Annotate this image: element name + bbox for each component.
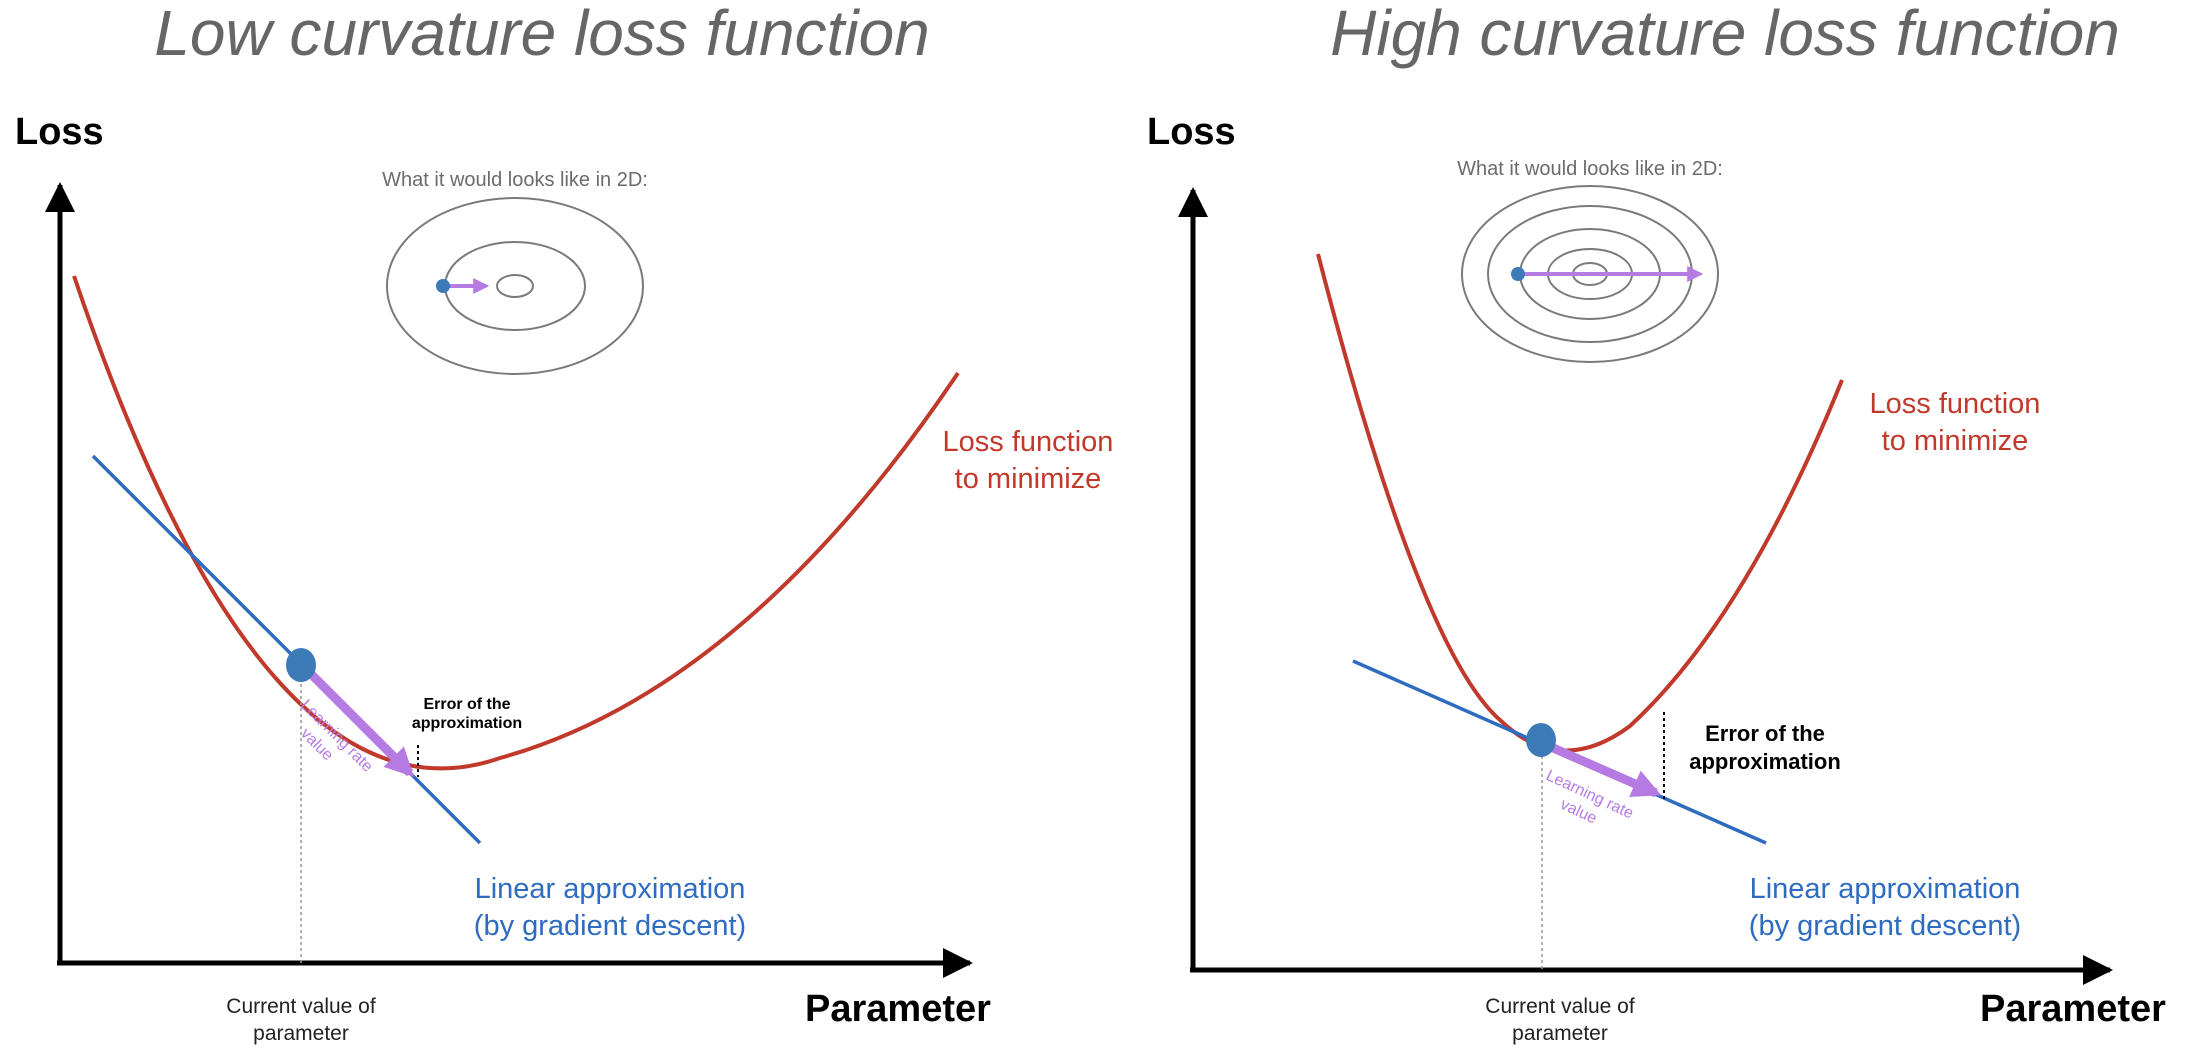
- current-label-line1: Current value of: [226, 995, 376, 1018]
- loss-label-line2: to minimize: [955, 463, 1102, 495]
- current-point: [286, 648, 316, 682]
- inset-current-point: [436, 279, 450, 293]
- loss-label-line1: Loss function: [1870, 388, 2041, 420]
- current-label-line2: parameter: [1512, 1022, 1608, 1045]
- panel-high-curvature: High curvature loss function Loss Parame…: [1147, 0, 2166, 1045]
- y-axis-label: Loss: [1147, 111, 1236, 153]
- contour-ellipse: [1461, 185, 1719, 363]
- inset-caption: What it would looks like in 2D:: [1457, 158, 1723, 180]
- y-axis-label: Loss: [15, 111, 104, 153]
- current-label-line1: Current value of: [1485, 995, 1635, 1018]
- learning-rate-arrow: [299, 662, 415, 778]
- panel-title: Low curvature loss function: [154, 0, 930, 69]
- linear-label-line2: (by gradient descent): [1749, 910, 2021, 942]
- inset-2d-contours: What it would looks like in 2D:: [1457, 158, 1723, 363]
- x-axis-label: Parameter: [805, 988, 991, 1030]
- panel-title: High curvature loss function: [1330, 0, 2120, 69]
- loss-label-line1: Loss function: [943, 426, 1114, 458]
- inset-current-point: [1511, 267, 1525, 281]
- error-label-line2: approximation: [412, 715, 522, 732]
- loss-curve: [1316, 253, 1844, 753]
- contour-ellipse: [386, 197, 644, 375]
- error-label-line2: approximation: [1689, 749, 1841, 774]
- contour-ellipse: [496, 274, 534, 298]
- learning-rate-label: Learning rate value: [297, 697, 376, 776]
- linear-approximation-line: [91, 454, 482, 845]
- linear-label-line1: Linear approximation: [475, 873, 746, 905]
- inset-2d-contours: What it would looks like in 2D:: [382, 169, 648, 375]
- panel-low-curvature: Low curvature loss function Loss Paramet…: [15, 0, 1113, 1045]
- x-axis-label: Parameter: [1980, 988, 2166, 1030]
- current-point: [1526, 723, 1556, 757]
- loss-curve: [72, 275, 960, 771]
- learning-rate-arrow: [1542, 739, 1662, 798]
- current-label-line2: parameter: [253, 1022, 349, 1045]
- linear-label-line1: Linear approximation: [1750, 873, 2021, 905]
- linear-label-line2: (by gradient descent): [474, 910, 746, 942]
- error-label-line1: Error of the: [1705, 721, 1825, 746]
- loss-label-line2: to minimize: [1882, 425, 2029, 457]
- inset-caption: What it would looks like in 2D:: [382, 169, 648, 191]
- error-label-line1: Error of the: [423, 696, 510, 713]
